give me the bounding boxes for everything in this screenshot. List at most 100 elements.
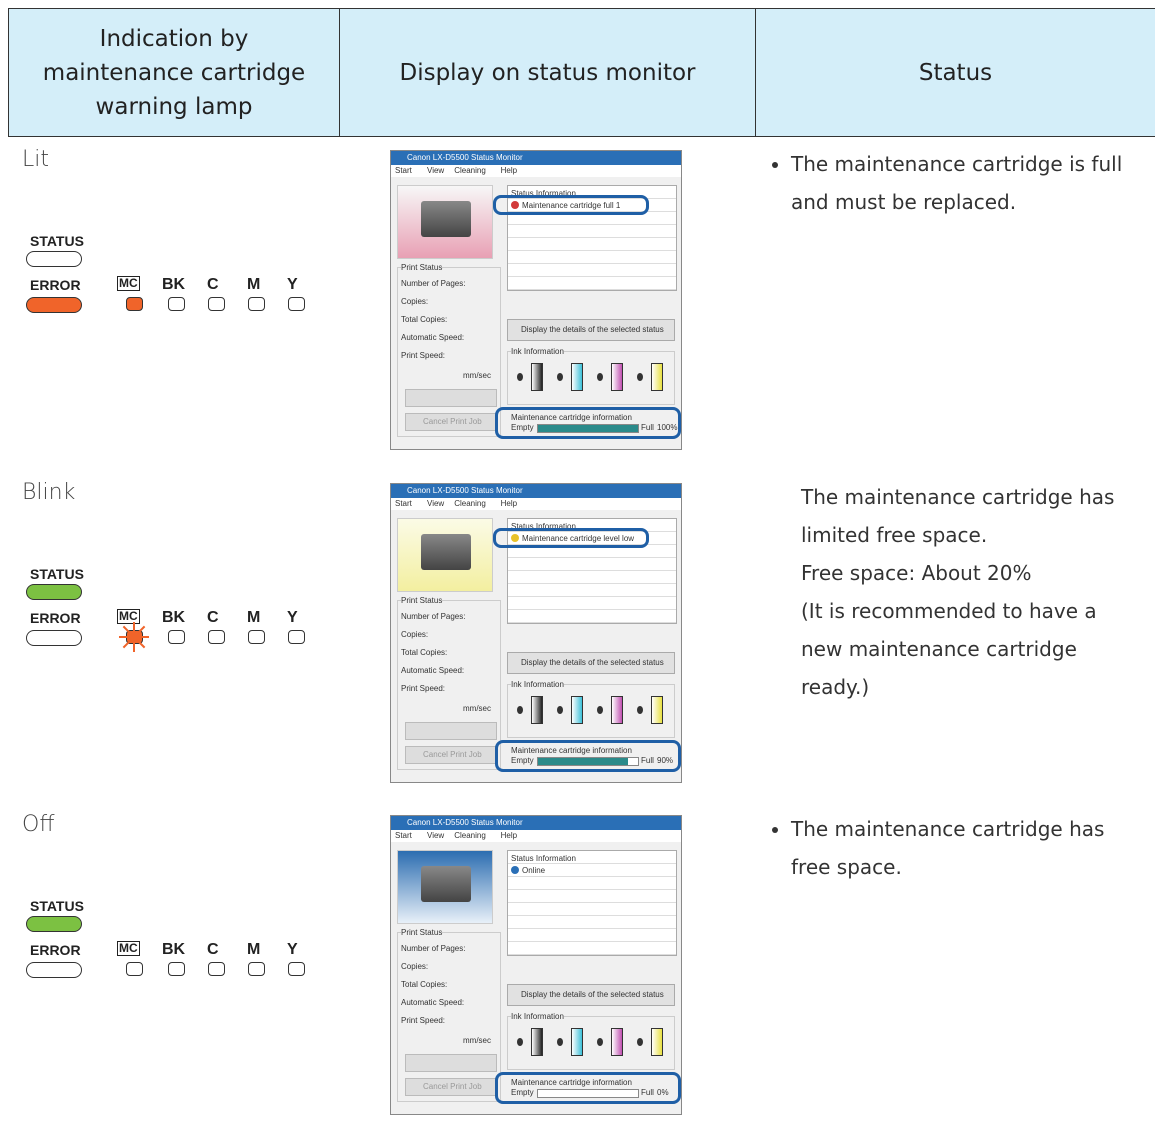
mc-info-label: Maintenance cartridge information [511,1078,632,1087]
header-cell: Display on status monitor [339,8,756,137]
full-label: Full [641,1088,654,1097]
status-paragraph: Free space: About 20% [801,561,1032,585]
lamp [248,297,265,311]
title-bar [391,816,681,830]
lamp [168,297,185,311]
status-info-label: Status Information [511,522,576,531]
lamp-label: ERROR [30,277,81,293]
group-label: Print Status [401,596,443,605]
cell: Canon LX-D5500 Status Monitor Start View Cl… [339,137,756,470]
field-label: Copies: [401,630,429,639]
level-track [537,757,639,766]
lamp [126,297,143,311]
field-label: Automatic Speed: [401,666,465,675]
level-label: 0% [657,1088,669,1097]
lamp [288,297,305,311]
unit: mm/sec [463,704,491,713]
lamp-label: Y [287,609,298,626]
status-text: The maintenance cartridge is full and mu… [769,145,1139,221]
field-label: Automatic Speed: [401,333,465,342]
lamp [208,297,225,311]
cell: Off STATUS ERROR MC BK C M Y [8,802,340,1132]
error-lamp [26,630,82,646]
empty-label: Empty [511,423,534,432]
full-label: Full [641,423,654,432]
status-paragraph: (It is recommended to have a new mainten… [801,599,1097,699]
cell: The maintenance cartridge has free space… [755,802,1155,1132]
row-label: Lit [22,147,49,172]
ink-tank [531,363,543,391]
group-box [507,1016,675,1070]
lamp [168,630,185,644]
unit: mm/sec [463,371,491,380]
lamp [126,962,143,976]
details-label: Display the details of the selected stat… [521,325,664,334]
ink-drop [597,706,603,714]
progress-box [405,722,497,740]
header-cell: Indication by maintenance cartridge warn… [8,8,340,137]
cancel-label: Cancel Print Job [423,750,482,759]
ink-drop [637,373,643,381]
message-icon [511,866,519,874]
menu-bar [391,498,681,510]
lamp-label: MC [117,276,140,291]
lamp-label: Y [287,941,298,958]
field-label: Total Copies: [401,648,448,657]
lamp [208,962,225,976]
status-text: The maintenance cartridge has free space… [769,810,1139,886]
highlight [495,740,681,772]
field-label: Total Copies: [401,980,448,989]
group-box [397,932,501,1102]
status-list [507,850,677,956]
details-label: Display the details of the selected stat… [521,990,664,999]
group-box [507,684,675,738]
message: Online [522,866,546,875]
blink-ray [133,637,135,652]
field-label: Number of Pages: [401,279,466,288]
cell: The maintenance cartridge is full and mu… [755,137,1155,470]
ink-drop [637,1038,643,1046]
group-label: Print Status [401,263,443,272]
group-box [397,267,501,437]
ink-label: Ink Information [511,347,564,356]
ink-tank [571,1028,583,1056]
lamp [208,630,225,644]
empty-label: Empty [511,1088,534,1097]
ink-label: Ink Information [511,680,564,689]
menu-item: Cleaning [454,166,486,175]
menu-bar [391,830,681,842]
lamp-label: MC [117,941,140,956]
lamp-label: Y [287,276,298,293]
menu-item: Start [395,166,412,175]
lamp-label: BK [162,941,186,958]
details-button [507,652,675,674]
status-list: The maintenance cartridge is full and mu… [769,145,1139,221]
status-info-label: Status Information [511,189,576,198]
level-bar [538,425,638,432]
cell: Lit STATUS ERROR MC BK C M Y [8,137,340,470]
status-lamp [26,584,82,600]
level-bar [538,758,628,765]
ink-tank [611,363,623,391]
printer [421,866,471,902]
lamp-label: M [247,941,261,958]
menu-item: Help [500,499,518,508]
ink-tank [651,363,663,391]
cancel-label: Cancel Print Job [423,417,482,426]
ink-tank [571,696,583,724]
group-label: Print Status [401,928,443,937]
cell: The maintenance cartridge has limited fr… [755,470,1155,802]
field-label: Copies: [401,962,429,971]
window-title: Canon LX-D5500 Status Monitor [407,153,523,162]
menu-item: Cleaning [454,499,486,508]
cell: Canon LX-D5500 Status Monitor Start View Cl… [339,470,756,802]
cell: Blink STATUS ERROR MC BK C M Y [8,470,340,802]
lamp [248,630,265,644]
blink-ray [134,636,149,638]
mc-info-label: Maintenance cartridge information [511,413,632,422]
field-label: Print Speed: [401,351,446,360]
status-lamp [26,916,82,932]
field-label: Total Copies: [401,315,448,324]
empty-label: Empty [511,756,534,765]
